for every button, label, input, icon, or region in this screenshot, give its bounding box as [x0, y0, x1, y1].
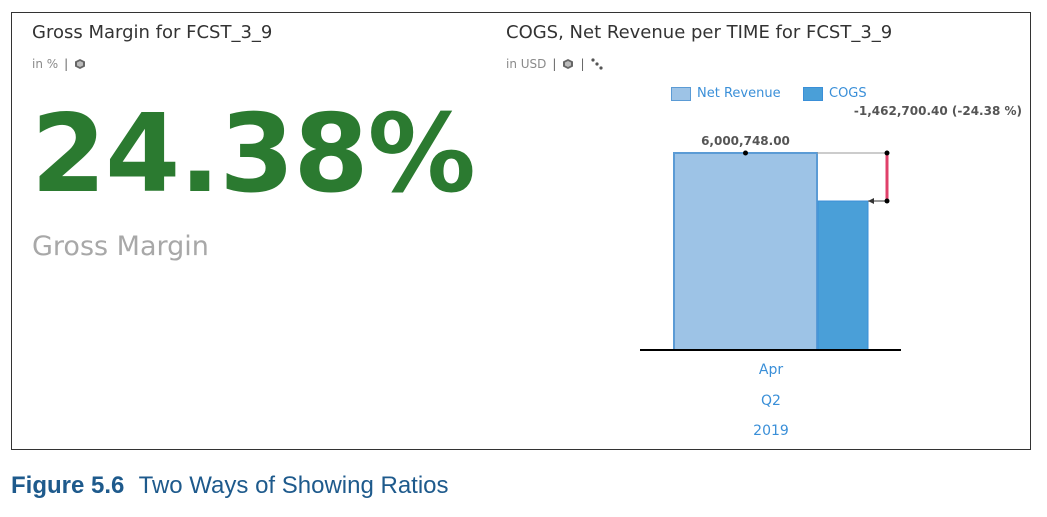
- legend-item-cogs[interactable]: COGS: [803, 86, 867, 101]
- chart-tile-title: COGS, Net Revenue per TIME for FCST_3_9: [506, 22, 893, 43]
- value-marker: [743, 150, 748, 156]
- chart-tile-subline: in USD | |: [506, 57, 603, 71]
- figure-caption: Figure 5.6 Two Ways of Showing Ratios: [11, 472, 449, 500]
- variance-marker-top: [884, 150, 890, 156]
- kpi-tile-subline: in % |: [32, 57, 86, 71]
- x-axis-label-1: Q2: [761, 393, 781, 409]
- bar-cogs: [817, 200, 869, 351]
- dashboard-frame: Gross Margin for FCST_3_9 in % | 24.38% …: [11, 12, 1031, 450]
- variance-arrowhead: [868, 198, 874, 205]
- bar-net-revenue: [673, 152, 818, 351]
- kpi-tile-title: Gross Margin for FCST_3_9: [32, 22, 273, 43]
- legend-label: COGS: [829, 86, 867, 101]
- net-revenue-swatch: [671, 86, 691, 101]
- variance-label: -1,462,700.40 (-24.38 %): [854, 104, 1022, 118]
- separator: |: [580, 57, 585, 71]
- kpi-unit-label: in %: [32, 57, 59, 71]
- cube-icon[interactable]: [562, 58, 574, 70]
- kpi-value: 24.38%: [31, 92, 476, 217]
- x-axis-label-2: 2019: [753, 423, 789, 439]
- kpi-label: Gross Margin: [32, 231, 209, 262]
- figure-caption-text: Two Ways of Showing Ratios: [138, 472, 449, 499]
- variance-marker-bottom: [884, 198, 890, 204]
- value-label-net-revenue: 6,000,748.00: [701, 134, 790, 148]
- chart-unit-label: in USD: [506, 57, 547, 71]
- cube-icon[interactable]: [74, 58, 86, 70]
- legend-label: Net Revenue: [697, 86, 781, 101]
- separator: |: [552, 57, 557, 71]
- x-axis-label-0: Apr: [759, 362, 783, 378]
- cogs-swatch: [803, 86, 823, 101]
- separator: |: [64, 57, 69, 71]
- bar-chart: 6,000,748.00 -1,462,700.40 (-24.38 %) Apr Q…: [640, 104, 1022, 439]
- hierarchy-icon[interactable]: [590, 58, 603, 70]
- figure-number: Figure 5.6: [11, 472, 125, 499]
- legend-item-net-revenue[interactable]: Net Revenue: [671, 86, 781, 101]
